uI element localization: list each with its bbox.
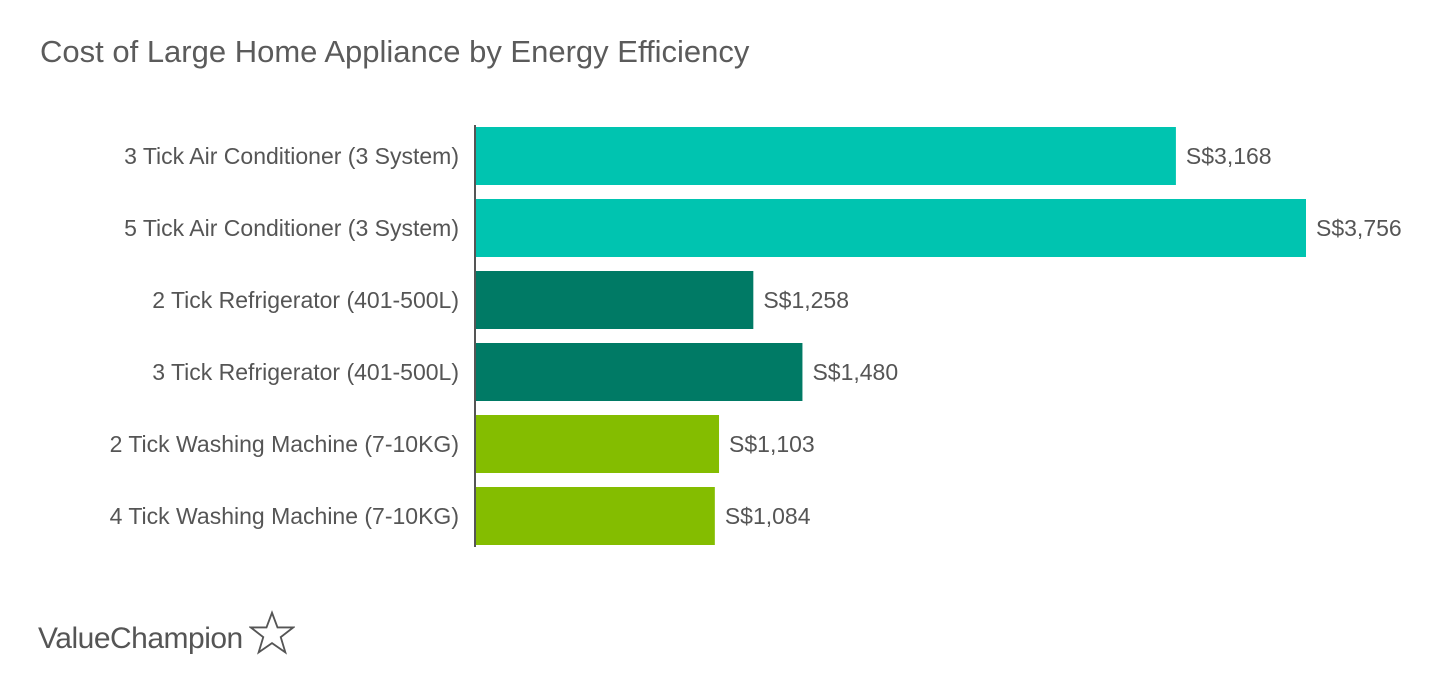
- bar-chart: 3 Tick Air Conditioner (3 System) 5 Tick …: [110, 125, 1402, 547]
- bar-4: [475, 415, 720, 473]
- star-outline-icon: [248, 610, 295, 655]
- value-label: S$3,168: [1186, 143, 1272, 169]
- value-label: S$1,258: [763, 287, 849, 313]
- value-label: S$1,480: [812, 359, 898, 385]
- value-label: S$1,084: [725, 503, 811, 529]
- category-label: 5 Tick Air Conditioner (3 System): [124, 215, 459, 241]
- category-label: 2 Tick Washing Machine (7-10KG): [110, 431, 459, 457]
- value-labels-group: S$3,168 S$3,756 S$1,258 S$1,480 S$1,103 S$1,0…: [725, 143, 1402, 529]
- brand-name: ValueChampion: [38, 622, 243, 655]
- bar-5: [475, 487, 715, 545]
- category-label: 4 Tick Washing Machine (7-10KG): [110, 503, 459, 529]
- bars-group: [475, 127, 1306, 545]
- value-label: S$3,756: [1316, 215, 1402, 241]
- brand-logo: ValueChampion: [38, 610, 295, 662]
- bar-3: [475, 343, 803, 401]
- category-label: 3 Tick Air Conditioner (3 System): [124, 143, 459, 169]
- bar-1: [475, 199, 1306, 257]
- bar-0: [475, 127, 1176, 185]
- value-label: S$1,103: [729, 431, 815, 457]
- category-label: 3 Tick Refrigerator (401-500L): [152, 359, 459, 385]
- category-label: 2 Tick Refrigerator (401-500L): [152, 287, 459, 313]
- chart-title: Cost of Large Home Appliance by Energy E…: [40, 34, 750, 69]
- category-labels-group: 3 Tick Air Conditioner (3 System) 5 Tick …: [110, 143, 459, 529]
- bar-2: [475, 271, 754, 329]
